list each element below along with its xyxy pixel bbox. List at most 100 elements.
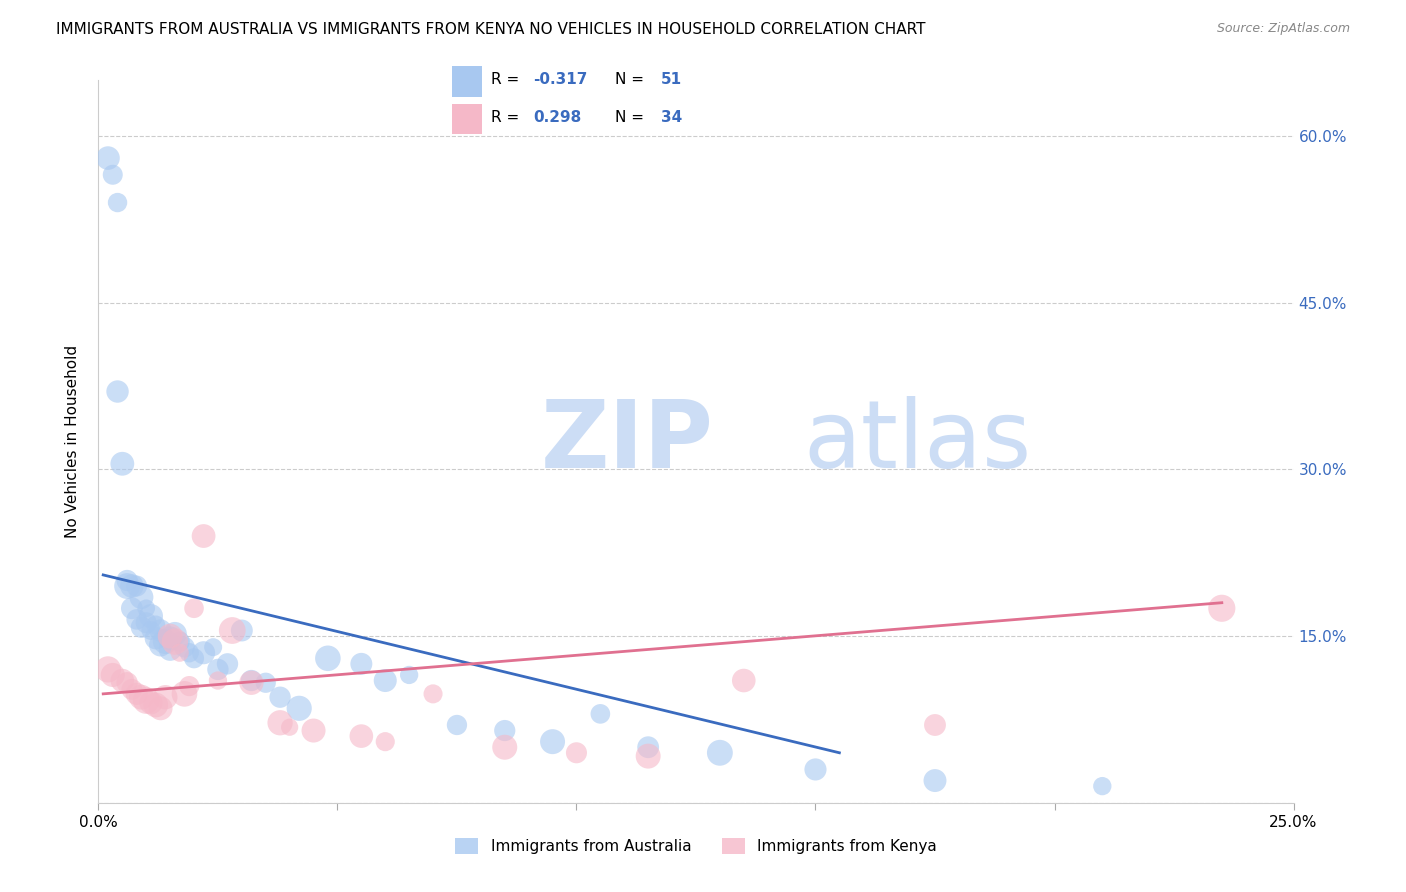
Text: R =: R = xyxy=(491,111,524,125)
Point xyxy=(183,601,205,615)
Point xyxy=(139,696,162,710)
Point xyxy=(97,151,120,165)
Text: -0.317: -0.317 xyxy=(534,72,588,87)
Point xyxy=(179,646,201,660)
Text: 0.298: 0.298 xyxy=(534,111,582,125)
Point xyxy=(111,673,134,688)
Text: atlas: atlas xyxy=(804,395,1032,488)
Point xyxy=(202,640,225,655)
Point xyxy=(121,682,143,697)
Point xyxy=(101,168,124,182)
Text: IMMIGRANTS FROM AUSTRALIA VS IMMIGRANTS FROM KENYA NO VEHICLES IN HOUSEHOLD CORR: IMMIGRANTS FROM AUSTRALIA VS IMMIGRANTS … xyxy=(56,22,925,37)
Point xyxy=(240,673,263,688)
Point xyxy=(269,715,291,730)
Point xyxy=(131,690,153,705)
Point xyxy=(125,579,148,593)
Point xyxy=(155,634,177,648)
Point xyxy=(121,579,143,593)
Bar xyxy=(451,66,482,96)
Point xyxy=(173,687,195,701)
Point xyxy=(804,763,827,777)
Point xyxy=(135,601,157,615)
Point xyxy=(139,624,162,638)
Point xyxy=(374,734,396,748)
Point xyxy=(278,720,301,734)
Point xyxy=(254,675,277,690)
Point xyxy=(637,749,659,764)
Point xyxy=(316,651,339,665)
Point xyxy=(302,723,325,738)
Point xyxy=(115,574,138,588)
Point xyxy=(1211,601,1233,615)
Point xyxy=(115,579,138,593)
Point xyxy=(149,624,172,638)
Point xyxy=(169,646,191,660)
Point xyxy=(350,657,373,671)
Point xyxy=(231,624,253,638)
Point xyxy=(565,746,588,760)
Point xyxy=(149,638,172,652)
Text: R =: R = xyxy=(491,72,524,87)
Point xyxy=(121,601,143,615)
Point xyxy=(173,640,195,655)
Text: Source: ZipAtlas.com: Source: ZipAtlas.com xyxy=(1216,22,1350,36)
Point xyxy=(637,740,659,755)
Point xyxy=(541,734,564,748)
Text: N =: N = xyxy=(616,72,650,87)
Point xyxy=(97,662,120,676)
Point xyxy=(145,618,167,632)
Y-axis label: No Vehicles in Household: No Vehicles in Household xyxy=(65,345,80,538)
Point xyxy=(125,687,148,701)
Point xyxy=(217,657,239,671)
Text: ZIP: ZIP xyxy=(541,395,713,488)
Point xyxy=(163,634,186,648)
Point xyxy=(240,675,263,690)
Point xyxy=(398,668,420,682)
Point xyxy=(709,746,731,760)
Point xyxy=(159,642,181,657)
Point xyxy=(159,629,181,643)
Point xyxy=(350,729,373,743)
Point xyxy=(163,627,186,641)
Point xyxy=(131,620,153,634)
Point xyxy=(125,612,148,626)
Point xyxy=(145,632,167,646)
Point xyxy=(269,690,291,705)
Point xyxy=(107,195,129,210)
Point xyxy=(115,675,138,690)
Point xyxy=(139,609,162,624)
Point xyxy=(207,662,229,676)
Point xyxy=(924,773,946,788)
Point xyxy=(374,673,396,688)
Point xyxy=(135,693,157,707)
Point xyxy=(149,701,172,715)
Point xyxy=(589,706,612,721)
Point xyxy=(207,673,229,688)
Point xyxy=(494,740,516,755)
Point xyxy=(446,718,468,732)
Bar xyxy=(451,104,482,135)
Text: 51: 51 xyxy=(661,72,682,87)
Point xyxy=(422,687,444,701)
Point xyxy=(733,673,755,688)
Point xyxy=(159,632,181,646)
Point xyxy=(221,624,243,638)
Point xyxy=(193,646,215,660)
Point xyxy=(193,529,215,543)
Point xyxy=(494,723,516,738)
Point xyxy=(155,690,177,705)
Point xyxy=(169,634,191,648)
Point xyxy=(288,701,311,715)
Point xyxy=(179,679,201,693)
Point xyxy=(135,615,157,630)
Text: N =: N = xyxy=(616,111,650,125)
Point xyxy=(131,590,153,604)
Point xyxy=(107,384,129,399)
Point xyxy=(145,698,167,712)
Legend: Immigrants from Australia, Immigrants from Kenya: Immigrants from Australia, Immigrants fr… xyxy=(450,832,942,860)
Text: 34: 34 xyxy=(661,111,682,125)
Point xyxy=(924,718,946,732)
Point xyxy=(101,668,124,682)
Point xyxy=(183,651,205,665)
Point xyxy=(111,457,134,471)
